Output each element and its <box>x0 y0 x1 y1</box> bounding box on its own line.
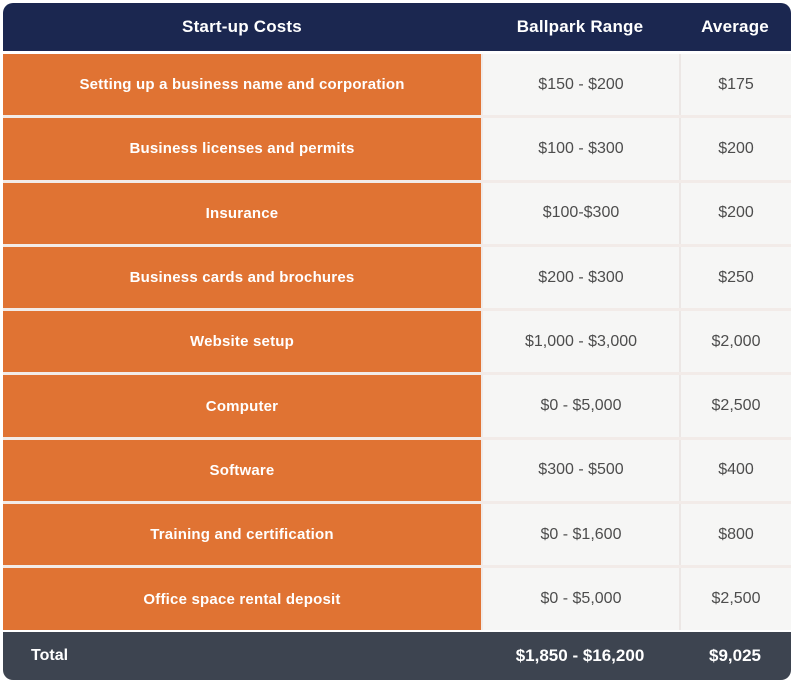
average-cell: $250 <box>679 246 791 309</box>
table-row: Website setup $1,000 - $3,000 $2,000 <box>3 311 791 373</box>
startup-cost-label-cell: Setting up a business name and corporati… <box>3 54 481 116</box>
ballpark-range-cell: $100 - $300 <box>481 118 679 180</box>
table-footer-row: Total $1,850 - $16,200 $9,025 <box>3 631 791 680</box>
ballpark-range-cell: $300 - $500 <box>481 439 679 502</box>
ballpark-range-cell: $150 - $200 <box>481 54 679 116</box>
table-row: Office space rental deposit $0 - $5,000 … <box>3 568 791 630</box>
total-range: $1,850 - $16,200 <box>515 645 645 665</box>
startup-cost-label-cell: Insurance <box>3 182 481 244</box>
ballpark-range-cell: $0 - $5,000 <box>481 375 679 437</box>
average-cell: $200 <box>679 118 791 180</box>
table-row: Business licenses and permits $100 - $30… <box>3 118 791 180</box>
startup-cost-label-cell: Business cards and brochures <box>3 246 481 309</box>
table-row: Computer $0 - $5,000 $2,500 <box>3 375 791 437</box>
ballpark-range-cell: $0 - $1,600 <box>481 504 679 566</box>
ballpark-range-cell: $1,000 - $3,000 <box>481 311 679 373</box>
ballpark-range-cell: $100-$300 <box>481 182 679 244</box>
table-row: Insurance $100-$300 $200 <box>3 182 791 244</box>
average-cell: $800 <box>679 504 791 566</box>
average-cell: $2,500 <box>679 568 791 630</box>
ballpark-range-cell: $200 - $300 <box>481 246 679 309</box>
startup-cost-label-cell: Website setup <box>3 311 481 373</box>
header-average: Average <box>701 17 769 36</box>
startup-cost-label-cell: Business licenses and permits <box>3 118 481 180</box>
total-label: Total <box>31 646 69 664</box>
average-cell: $2,500 <box>679 375 791 437</box>
table-body: Setting up a business name and corporati… <box>3 54 791 630</box>
average-cell: $175 <box>679 54 791 116</box>
table-row: Setting up a business name and corporati… <box>3 54 791 116</box>
startup-cost-label-cell: Training and certification <box>3 504 481 566</box>
total-average: $9,025 <box>709 645 761 665</box>
ballpark-range-cell: $0 - $5,000 <box>481 568 679 630</box>
table-row: Software $300 - $500 $400 <box>3 439 791 502</box>
average-cell: $200 <box>679 182 791 244</box>
startup-costs-table: Start-up Costs Ballpark Range Average Se… <box>3 3 791 680</box>
startup-cost-label-cell: Software <box>3 439 481 502</box>
header-ballpark-range: Ballpark Range <box>516 17 644 36</box>
average-cell: $2,000 <box>679 311 791 373</box>
average-cell: $400 <box>679 439 791 502</box>
table-row: Training and certification $0 - $1,600 $… <box>3 504 791 566</box>
header-startup-costs: Start-up Costs <box>182 17 302 36</box>
startup-cost-label-cell: Office space rental deposit <box>3 568 481 630</box>
table-row: Business cards and brochures $200 - $300… <box>3 246 791 309</box>
table-header-row: Start-up Costs Ballpark Range Average <box>3 3 791 51</box>
startup-cost-label-cell: Computer <box>3 375 481 437</box>
